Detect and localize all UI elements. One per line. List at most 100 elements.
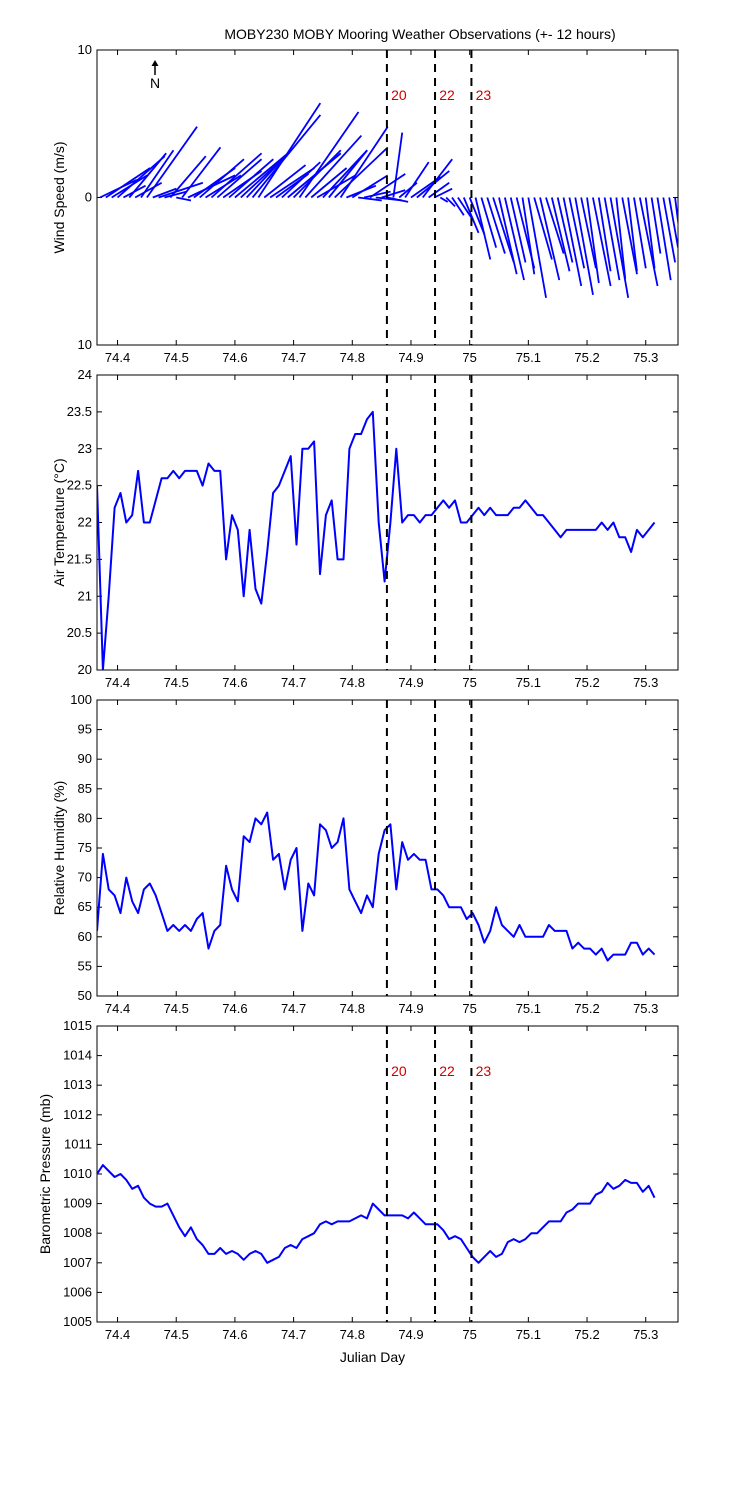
airtemp-xtick-label: 74.4: [105, 675, 130, 690]
wind-vector: [509, 197, 527, 263]
wind-xtick-label: 75.1: [516, 350, 541, 365]
north-arrow-head-icon: [151, 60, 159, 66]
wind-vector: [550, 197, 571, 272]
wind-vector: [638, 197, 659, 287]
airtemp-ylabel: Air Temperature (°C): [51, 458, 67, 586]
wind-ytick-label: 0: [85, 190, 92, 205]
airtemp-xtick-label: 74.6: [222, 675, 247, 690]
wind-data: [99, 102, 678, 298]
wind-vector: [562, 197, 583, 287]
airtemp-panel: 74.4 74.5 74.6 74.7 74.8 74.9 75 75.1 75.2 75.3 20…: [51, 367, 679, 690]
airtemp-data: [97, 410, 656, 670]
wind-vector: [451, 197, 465, 216]
airtemp-xtick-label: 75.3: [633, 675, 658, 690]
wind-vector: [298, 111, 360, 199]
wind-vector: [439, 196, 449, 203]
baro-xtick-label: 75.1: [516, 1327, 541, 1342]
wind-xtick-label: 75: [462, 350, 476, 365]
rh-ytick-label: 70: [78, 870, 92, 885]
rh-ytick-label: 65: [78, 899, 92, 914]
wind-vector: [633, 197, 647, 269]
wind-vector: [146, 126, 198, 199]
wind-vector: [662, 197, 677, 263]
airtemp-ytick-label: 20.5: [67, 625, 92, 640]
wind-marker-label: 23: [476, 87, 492, 103]
baro-ytick-label: 1008: [63, 1225, 92, 1240]
wind-vector: [545, 197, 565, 254]
wind-vector: [176, 196, 192, 202]
baro-xtick-label: 75.2: [574, 1327, 599, 1342]
baro-marker-label: 23: [476, 1063, 492, 1079]
wind-vector: [539, 197, 561, 281]
rh-ytick-label: 95: [78, 722, 92, 737]
rh-ytick-label: 55: [78, 958, 92, 973]
wind-vector: [421, 158, 453, 199]
baro-ylabel: Barometric Pressure (mb): [37, 1094, 53, 1254]
airtemp-xtick-label: 75.1: [516, 675, 541, 690]
airtemp-ytick-label: 20: [78, 662, 92, 677]
airtemp-ytick-label: 23.5: [67, 404, 92, 419]
baro-xtick-label: 74.9: [398, 1327, 423, 1342]
wind-vector: [428, 182, 450, 199]
baro-marker-label: 20: [391, 1063, 407, 1079]
baro-xtick-label: 74.7: [281, 1327, 306, 1342]
rh-ytick-label: 80: [78, 810, 92, 825]
wind-vector: [351, 174, 389, 199]
airtemp-ytick-label: 21: [78, 588, 92, 603]
wind-vector: [169, 155, 207, 199]
wind-vector: [434, 187, 453, 199]
rh-xtick-label: 75: [462, 1001, 476, 1016]
wind-vector: [615, 197, 627, 279]
wind-vector: [498, 197, 518, 275]
wind-vector: [609, 197, 630, 298]
wind-vector: [234, 152, 289, 199]
baro-xtick-label: 75: [462, 1327, 476, 1342]
rh-ytick-label: 90: [78, 751, 92, 766]
rh-xtick-label: 75.3: [633, 1001, 658, 1016]
wind-ylabel: Wind Speed (m/s): [51, 141, 67, 253]
wind-vector: [568, 197, 586, 269]
wind-ytick-label: 10: [78, 42, 92, 57]
wind-ytick-label: 10: [78, 337, 92, 352]
baro-xtick-label: 75.3: [633, 1327, 658, 1342]
wind-xtick-label: 74.6: [222, 350, 247, 365]
baro-xtick-label: 74.6: [222, 1327, 247, 1342]
rh-ylabel: Relative Humidity (%): [51, 781, 67, 916]
wind-vector: [281, 161, 321, 199]
rh-xtick-label: 74.6: [222, 1001, 247, 1016]
wind-xtick-label: 74.5: [164, 350, 189, 365]
wind-vector: [574, 197, 594, 296]
wind-vector: [292, 149, 342, 199]
north-label: N: [150, 75, 160, 91]
baro-ytick-label: 1009: [63, 1196, 92, 1211]
wind-vector: [668, 197, 678, 248]
baro-marker-label: 22: [439, 1063, 455, 1079]
wind-vector: [404, 161, 430, 198]
wind-vector: [240, 161, 280, 199]
rh-xtick-label: 74.9: [398, 1001, 423, 1016]
wind-xtick-label: 74.4: [105, 350, 130, 365]
wind-vector: [339, 126, 389, 198]
wind-vector: [586, 197, 600, 284]
wind-vector: [521, 197, 536, 275]
baro-ytick-label: 1007: [63, 1255, 92, 1270]
wind-vector: [597, 197, 612, 272]
airtemp-ytick-label: 22: [78, 515, 92, 530]
wind-xtick-label: 74.8: [340, 350, 365, 365]
wind-vector: [457, 197, 474, 221]
baro-series-line: [97, 1164, 656, 1264]
wind-vector: [105, 167, 151, 199]
wind-vector: [199, 158, 245, 199]
wind-vector: [140, 149, 175, 199]
rh-xtick-label: 74.7: [281, 1001, 306, 1016]
wind-marker-label: 20: [391, 87, 407, 103]
wind-vector: [134, 181, 163, 199]
baro-data: [97, 1164, 656, 1264]
wind-vector: [556, 197, 574, 263]
wind-vector: [263, 164, 307, 199]
rh-series-line: [97, 811, 656, 962]
baro-ytick-label: 1010: [63, 1166, 92, 1181]
baro-xtick-label: 74.8: [340, 1327, 365, 1342]
airtemp-xtick-label: 74.9: [398, 675, 423, 690]
